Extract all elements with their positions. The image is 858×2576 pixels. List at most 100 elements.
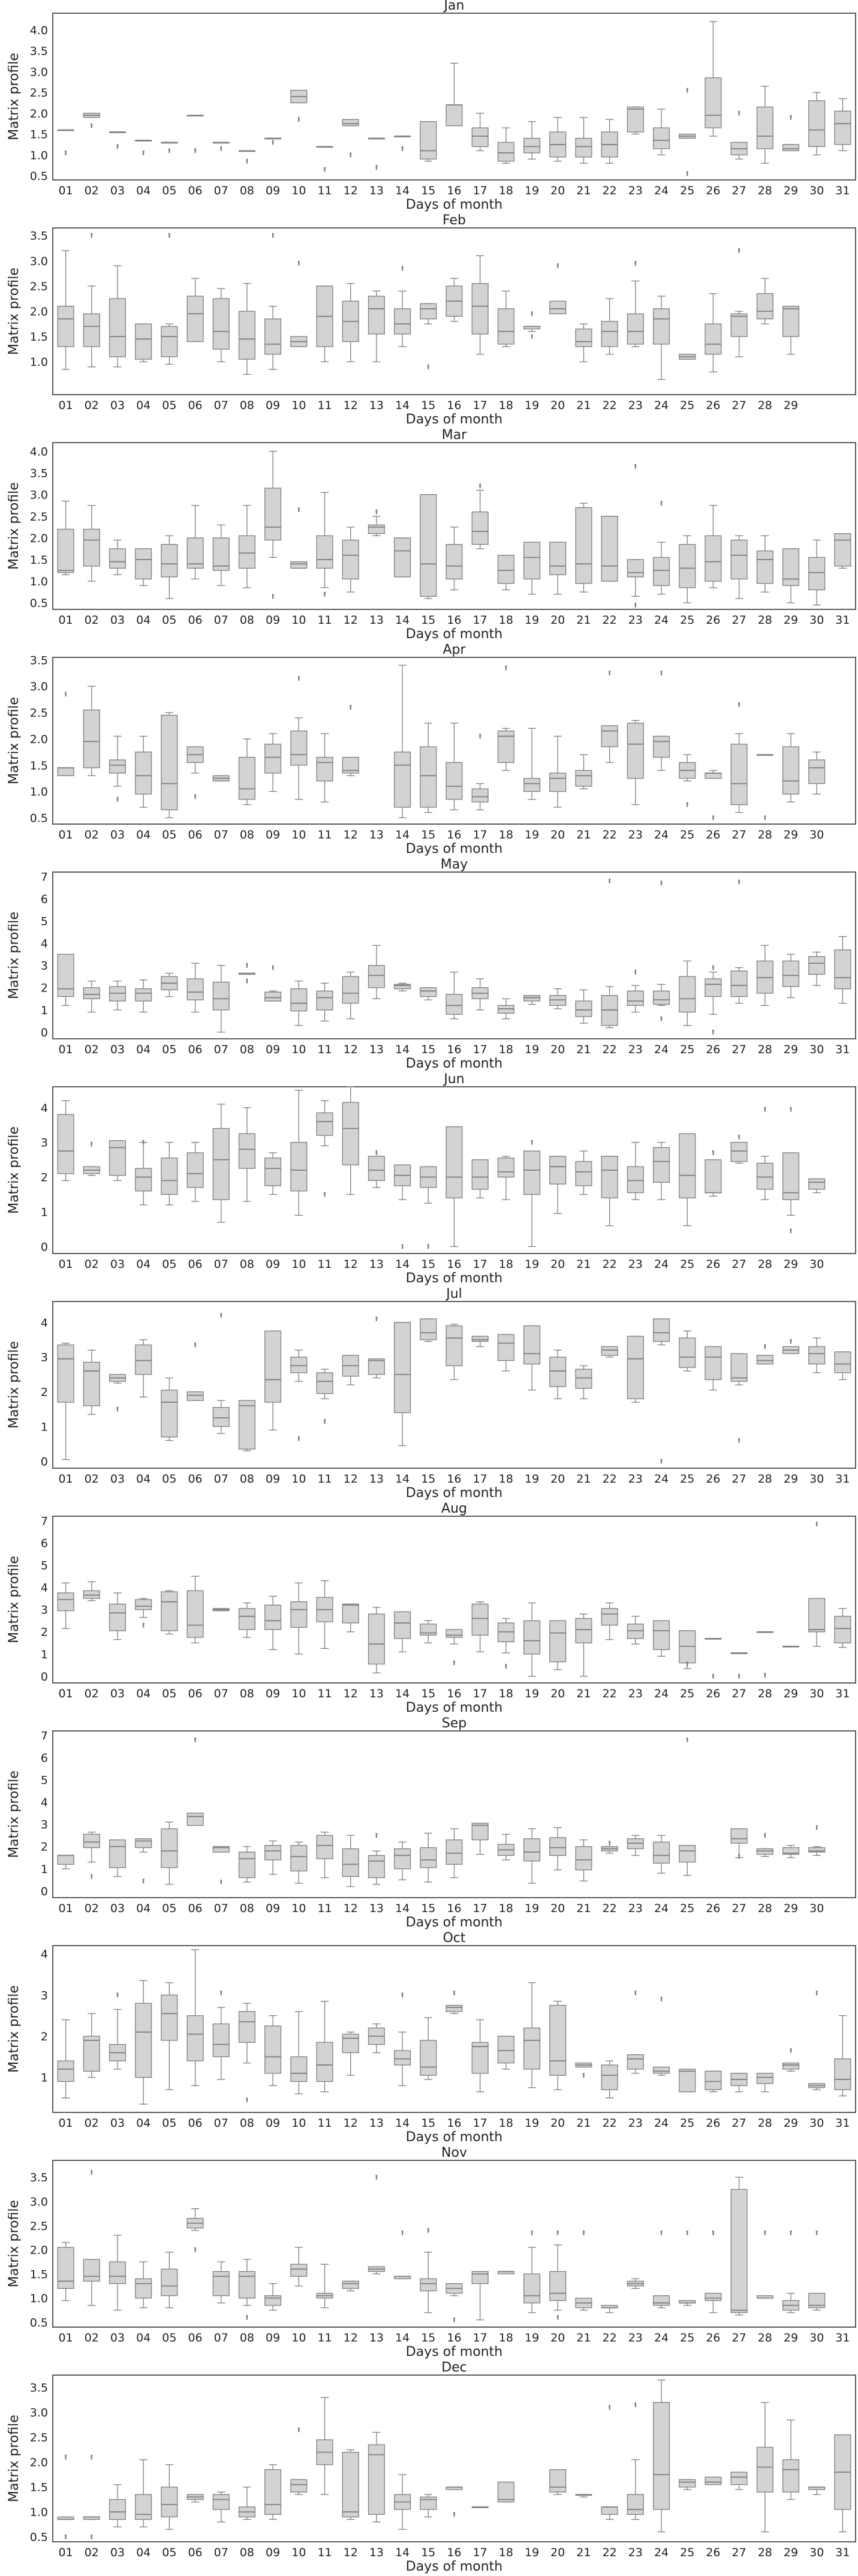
x-tick-label: 03 (110, 1902, 125, 1915)
iqr-box (471, 1336, 489, 1342)
box-21 (575, 754, 592, 789)
x-tick-label: 17 (473, 184, 487, 197)
y-tick-label: 1.0 (30, 2506, 48, 2519)
box-17 (471, 255, 489, 355)
iqr-box (523, 137, 541, 154)
x-tick-label: 14 (395, 614, 410, 627)
box-15 (420, 2228, 437, 2313)
box-05 (161, 2252, 178, 2309)
x-tick-label: 04 (136, 1902, 150, 1915)
box-15 (420, 987, 437, 1000)
box-10 (290, 676, 308, 800)
box-10 (290, 1841, 308, 1884)
outlier-point (505, 665, 507, 671)
iqr-box (420, 1318, 437, 1340)
iqr-box (523, 995, 541, 1002)
box-22 (601, 516, 618, 582)
x-tick-label: 20 (550, 1687, 565, 1700)
outlier-point (401, 2230, 404, 2235)
iqr-box (575, 770, 592, 787)
iqr-box (264, 2295, 282, 2306)
y-tick-label: 2 (41, 982, 48, 995)
iqr-box (705, 2476, 722, 2485)
box-10 (290, 89, 308, 122)
iqr-box (627, 1838, 644, 1850)
box-02 (83, 980, 100, 1013)
x-tick-label: 18 (499, 1043, 513, 1056)
x-tick-label: 22 (603, 2117, 617, 2130)
x-tick-label: 27 (732, 184, 746, 197)
x-tick-label: 03 (110, 2117, 125, 2130)
x-tick-label: 03 (110, 614, 125, 627)
outlier-point (660, 1997, 663, 2002)
box-17 (471, 1336, 489, 1347)
x-tick-label: 09 (266, 614, 280, 627)
box-06 (186, 963, 204, 1013)
x-tick-label: 20 (550, 614, 565, 627)
iqr-box (420, 1624, 437, 1636)
x-tick-label: 27 (732, 614, 746, 627)
x-tick-label: 19 (525, 828, 539, 841)
x-axis-label: Days of month (406, 841, 503, 856)
box-10 (290, 260, 308, 347)
plot-frame (52, 1086, 856, 1254)
box-23 (627, 1616, 644, 1645)
panel-title: Jul (445, 1287, 462, 1301)
iqr-box (834, 1351, 851, 1373)
outlier-point (609, 1841, 611, 1846)
y-axis-label: Matrix profile (7, 2415, 22, 2502)
y-tick-label: 2.0 (30, 305, 48, 318)
box-02 (83, 686, 100, 776)
x-tick-label: 26 (706, 1687, 720, 1700)
iqr-box (575, 1000, 592, 1017)
y-tick-label: 0 (41, 1240, 48, 1254)
iqr-box (627, 722, 644, 779)
iqr-box (601, 2506, 618, 2515)
x-tick-label: 10 (291, 1258, 306, 1271)
iqr-box (316, 756, 333, 781)
box-05 (161, 142, 178, 154)
x-tick-label: 15 (421, 1687, 435, 1700)
box-17 (471, 1601, 489, 1652)
box-01 (57, 2242, 74, 2301)
outlier-point (246, 158, 248, 164)
x-tick-label: 13 (369, 2546, 384, 2559)
x-tick-label: 08 (240, 184, 254, 197)
x-tick-label: 01 (59, 2117, 73, 2130)
x-tick-label: 09 (266, 1043, 280, 1056)
x-tick-label: 11 (317, 2331, 332, 2344)
iqr-box (264, 1845, 282, 1860)
y-tick-label: 7 (41, 1729, 48, 1742)
y-tick-label: 1.5 (30, 554, 48, 567)
x-tick-label: 21 (576, 614, 591, 627)
box-06 (186, 1142, 204, 1202)
box-08 (238, 1602, 255, 1638)
box-09 (264, 733, 282, 792)
iqr-box (782, 2062, 800, 2070)
iqr-box (756, 293, 773, 320)
box-28 (756, 2401, 773, 2533)
box-12 (342, 2280, 359, 2292)
outlier-point (91, 123, 93, 128)
box-30 (808, 1990, 826, 2090)
outlier-point (375, 2175, 378, 2180)
box-13 (368, 1607, 385, 1673)
outlier-point (764, 1107, 766, 1112)
y-tick-label: 2 (41, 1171, 48, 1185)
box-09 (264, 1152, 282, 1195)
x-tick-label: 30 (809, 1902, 824, 1915)
box-11 (316, 1580, 333, 1649)
iqr-box (497, 2481, 514, 2503)
box-11 (316, 733, 333, 802)
iqr-box (316, 2042, 333, 2082)
iqr-box (290, 2264, 308, 2277)
iqr-box (83, 2259, 100, 2282)
y-tick-label: 2.0 (30, 2456, 48, 2469)
iqr-box (653, 127, 670, 149)
iqr-box (756, 1848, 773, 1855)
outlier-point (453, 2317, 455, 2322)
box-06 (186, 2494, 204, 2503)
box-18 (497, 2271, 514, 2275)
y-tick-label: 1.0 (30, 2292, 48, 2306)
box-18 (497, 1618, 514, 1669)
